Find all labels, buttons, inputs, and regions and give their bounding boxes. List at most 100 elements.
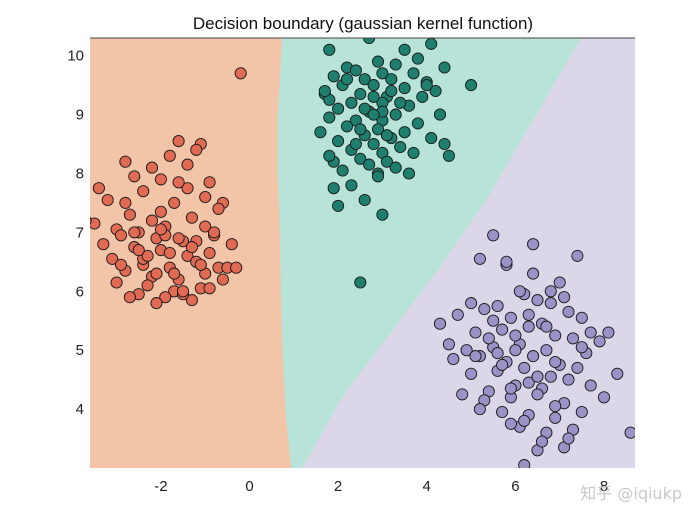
point-class-3 [504,417,517,430]
point-class-2 [407,67,420,80]
x-tick-label: 0 [245,478,253,495]
point-class-3 [469,326,482,339]
point-class-2 [340,120,354,133]
point-class-3 [496,323,509,336]
point-class-3 [433,317,447,330]
point-class-3 [571,361,584,374]
point-class-2 [420,79,433,92]
point-class-3 [597,391,611,404]
point-class-3 [575,311,588,324]
point-class-3 [447,352,460,366]
point-class-1 [199,190,212,204]
point-class-2 [349,137,362,151]
point-class-1 [225,238,238,251]
y-tick-label: 10 [67,48,84,65]
point-class-1 [132,244,145,257]
point-class-3 [496,405,509,419]
point-class-3 [544,297,557,310]
point-class-3 [531,388,544,401]
point-class-1 [90,216,92,225]
point-class-2 [363,158,376,171]
point-class-3 [518,459,531,468]
point-class-2 [416,90,429,103]
point-class-2 [407,146,420,159]
point-class-2 [327,182,340,195]
y-tick-label: 7 [76,224,84,241]
point-class-2 [332,199,345,212]
point-class-1 [137,185,150,198]
point-class-1 [90,217,101,230]
point-class-3 [478,302,491,316]
point-class-2 [323,149,336,162]
point-class-3 [562,373,575,386]
point-class-1 [168,267,181,280]
point-class-3 [522,308,535,321]
point-class-1 [106,252,119,265]
point-class-2 [398,82,411,95]
point-class-3 [522,320,535,333]
point-class-1 [123,208,136,221]
point-class-1 [212,202,225,215]
point-class-2 [354,87,367,101]
point-class-1 [172,176,185,189]
point-class-3 [553,276,566,289]
point-class-2 [465,79,478,92]
point-class-3 [549,329,562,342]
point-class-2 [340,73,354,86]
point-class-2 [389,58,402,71]
point-class-2 [442,149,455,162]
point-class-1 [97,238,110,251]
point-class-2 [371,170,385,183]
watermark: 知乎 @iqiukp [580,484,682,503]
point-class-1 [199,220,212,233]
point-class-3 [465,297,478,310]
point-class-1 [234,67,247,80]
point-class-2 [332,135,345,148]
point-class-2 [345,96,358,109]
point-class-2 [349,64,362,77]
y-tick-label: 4 [76,401,84,418]
point-class-2 [394,140,407,154]
point-class-1 [119,196,132,209]
point-class-3 [593,335,606,348]
point-class-3 [571,249,584,262]
x-tick-label: 8 [600,478,608,495]
point-class-2 [389,161,402,174]
point-class-1 [181,182,194,195]
point-class-2 [411,52,424,65]
chart-title: Decision boundary (gaussian kernel funct… [193,14,533,33]
y-tick-label: 6 [76,283,84,300]
point-class-2 [398,126,411,139]
point-class-2 [438,61,451,74]
point-class-3 [584,326,597,339]
point-class-3 [531,294,544,307]
point-class-2 [367,90,380,103]
point-class-3 [509,329,522,342]
point-class-1 [172,135,185,148]
x-tick-label: 6 [511,478,519,495]
point-class-3 [527,267,540,280]
point-class-3 [544,285,557,298]
point-class-2 [438,137,451,151]
point-class-3 [575,405,588,419]
point-class-1 [128,226,141,239]
point-class-3 [500,255,513,268]
point-class-3 [513,285,526,298]
point-class-3 [540,344,553,357]
point-class-2 [433,108,447,121]
point-class-2 [318,84,331,98]
point-class-3 [504,382,517,395]
point-class-3 [509,344,522,357]
point-class-2 [327,70,340,83]
point-class-2 [425,38,438,50]
point-class-3 [562,432,575,445]
point-class-2 [336,164,349,177]
scatter-points [90,38,635,468]
point-class-1 [128,170,141,183]
point-class-3 [496,358,509,371]
point-class-1 [203,176,216,189]
point-class-1 [150,297,163,310]
point-class-2 [367,108,380,121]
point-class-1 [114,229,128,242]
